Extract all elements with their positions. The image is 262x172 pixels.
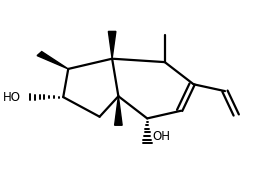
Polygon shape [115,96,122,125]
Polygon shape [37,52,68,69]
Text: OH: OH [152,130,170,143]
Polygon shape [108,31,116,59]
Text: HO: HO [3,91,21,104]
